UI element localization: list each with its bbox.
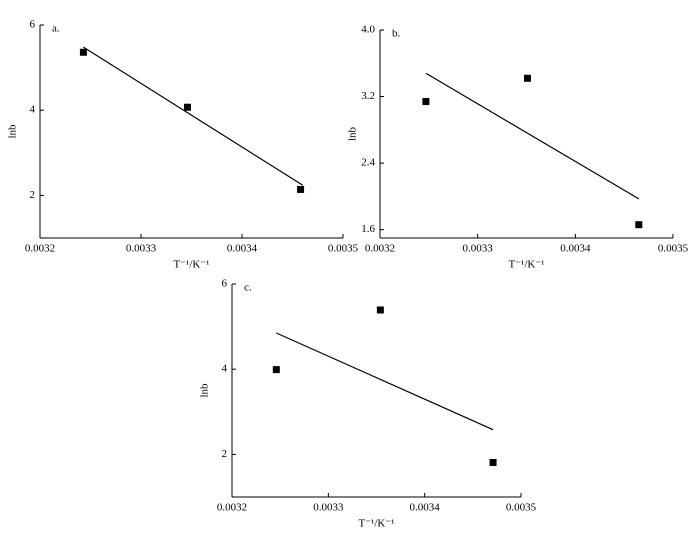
y-axis-label: lnb <box>199 383 211 398</box>
y-tick-label: 2.4 <box>361 157 375 169</box>
x-tick-label: 0.0032 <box>217 502 247 514</box>
y-tick-label: 6 <box>30 19 36 31</box>
y-tick-label: 1.6 <box>361 223 375 235</box>
x-tick-label: 0.0035 <box>658 243 689 255</box>
data-point <box>635 221 643 229</box>
x-axis-label: T⁻¹/K⁻¹ <box>174 259 210 271</box>
data-point <box>79 48 87 56</box>
x-tick-label: 0.0035 <box>328 243 359 255</box>
x-tick-label: 0.0033 <box>313 502 344 514</box>
x-tick-label: 0.0035 <box>506 502 537 514</box>
x-tick-label: 0.0032 <box>25 243 55 255</box>
y-tick-label: 3.2 <box>361 90 375 102</box>
panel-label: c. <box>244 282 252 294</box>
data-point <box>523 74 531 82</box>
fit-line <box>425 72 640 200</box>
x-tick-label: 0.0034 <box>227 243 258 255</box>
panel-label: a. <box>52 23 60 35</box>
data-point <box>183 103 191 111</box>
x-tick-label: 0.0033 <box>463 243 494 255</box>
y-tick-label: 6 <box>222 278 228 290</box>
y-axis-label: lnb <box>347 126 359 141</box>
y-tick-label: 4 <box>222 363 228 375</box>
x-axis-label: T⁻¹/K⁻¹ <box>509 259 545 271</box>
x-tick-label: 0.0034 <box>410 502 441 514</box>
x-tick-label: 0.0032 <box>365 243 395 255</box>
panel-label: b. <box>392 28 401 40</box>
y-tick-label: 2 <box>30 189 36 201</box>
data-point <box>297 185 305 193</box>
data-point <box>489 458 497 466</box>
data-point <box>376 306 384 314</box>
y-tick-label: 4.0 <box>361 24 375 36</box>
x-axis-label: T⁻¹/K⁻¹ <box>359 518 395 530</box>
fit-line <box>83 46 303 186</box>
x-tick-label: 0.0033 <box>126 243 157 255</box>
y-axis-label: lnb <box>7 124 19 139</box>
y-tick-label: 4 <box>30 104 36 116</box>
fit-line <box>276 332 494 431</box>
y-tick-label: 2 <box>222 448 228 460</box>
x-tick-label: 0.0034 <box>560 243 591 255</box>
data-point <box>422 98 430 106</box>
data-point <box>272 366 280 374</box>
